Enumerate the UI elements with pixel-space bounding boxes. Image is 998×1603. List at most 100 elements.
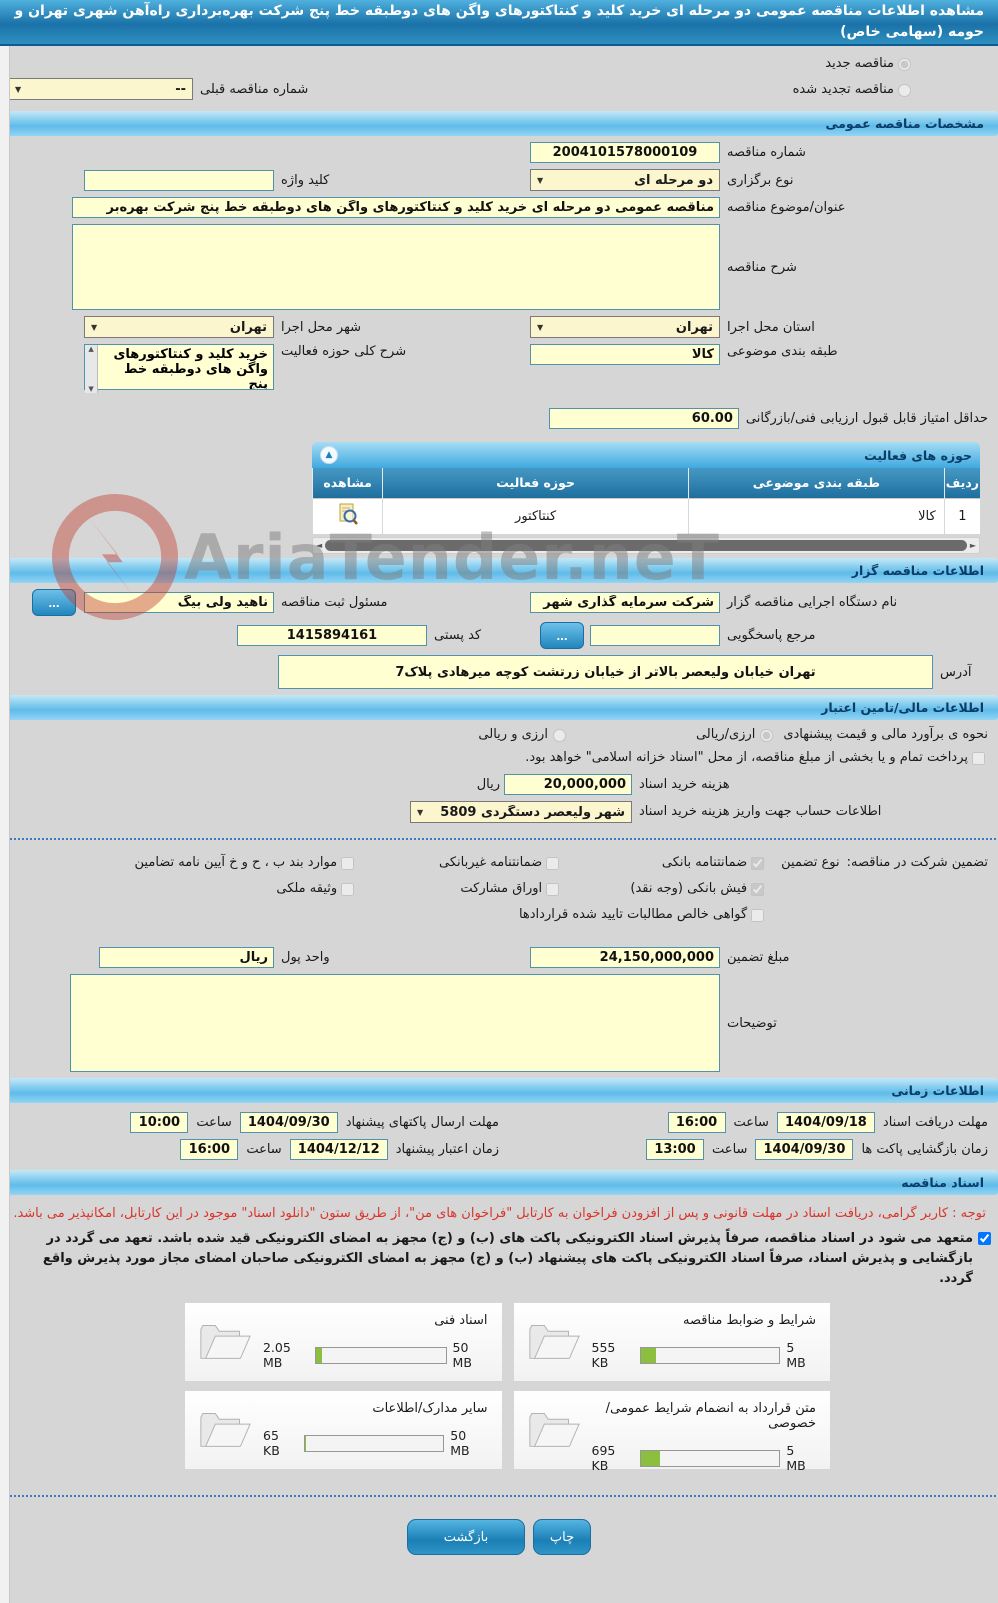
file-card-other[interactable]: سایر مدارک/اطلاعات 65 KB 50 MB	[185, 1391, 502, 1469]
min-score-field[interactable]	[548, 408, 739, 429]
category-label: طبقه بندی موضوعی	[727, 344, 838, 359]
chevron-down-icon: ▼	[417, 807, 424, 817]
file-card-technical[interactable]: اسناد فنی 2.05 MB 50 MB	[185, 1303, 502, 1381]
prev-tender-number-select[interactable]: -- ▼	[8, 78, 193, 100]
file-card-terms[interactable]: شرایط و ضوابط مناقصه 555 KB 5 MB	[513, 1303, 830, 1381]
renewed-tender-label: مناقصه تجدید شده	[792, 81, 894, 97]
renewed-tender-radio[interactable]	[898, 84, 911, 97]
estimate-rial-radio[interactable]	[760, 729, 774, 742]
page-title: مشاهده اطلاعات مناقصه عمومی دو مرحله ای …	[0, 0, 998, 46]
table-horizontal-scrollbar[interactable]: ► ◄	[312, 537, 980, 554]
keyword-label: کلید واژه	[281, 172, 330, 188]
guarantee-bylaw-checkbox[interactable]	[341, 857, 355, 870]
print-button[interactable]: چاپ	[533, 1519, 591, 1555]
file-progress-bar	[639, 1346, 781, 1364]
col-row-no: ردیف	[943, 468, 980, 498]
province-select[interactable]: تهران ▼	[530, 316, 720, 338]
activity-table-title: حوزه های فعالیت	[864, 447, 972, 463]
activity-desc-scrollbar[interactable]: ▲ ▼	[85, 345, 98, 393]
subject-field[interactable]	[72, 197, 720, 218]
file-label: اسناد فنی	[434, 1313, 488, 1328]
guarantee-bank-checkbox[interactable]	[751, 857, 765, 870]
city-select[interactable]: تهران ▼	[84, 316, 274, 338]
file-progress-bar	[303, 1434, 445, 1452]
treasury-checkbox[interactable]	[972, 751, 985, 765]
estimate-both-radio[interactable]	[552, 729, 566, 742]
contact-more-button[interactable]: ...	[540, 622, 584, 649]
scroll-up-icon[interactable]: ▲	[88, 345, 94, 353]
schedule-time-field[interactable]	[130, 1112, 189, 1133]
commitment-checkbox[interactable]	[978, 1232, 991, 1245]
address-field[interactable]	[278, 655, 933, 689]
file-progress-bar	[314, 1346, 447, 1364]
keyword-field[interactable]	[84, 169, 274, 191]
agency-field[interactable]	[530, 592, 720, 613]
schedule-date-field[interactable]	[776, 1112, 875, 1133]
hour-label: ساعت	[712, 1142, 748, 1157]
account-select[interactable]: شهر ولیعصر دستگردی 5809 ▼	[410, 801, 632, 823]
scrollbar-thumb[interactable]	[325, 540, 967, 551]
file-progress-fill	[640, 1450, 661, 1466]
section-financial-info: اطلاعات مالی/تامین اعتبار	[0, 695, 998, 720]
description-label: شرح مناقصه	[727, 259, 797, 275]
schedule-time-field[interactable]	[667, 1112, 726, 1133]
activity-desc-field[interactable]: خرید کلید و کنتاکتورهای واگن های دوطبقه …	[84, 344, 274, 390]
guarantee-nonbank-checkbox[interactable]	[546, 857, 560, 870]
view-magnifier-icon	[339, 503, 358, 526]
file-card-contract[interactable]: متن قرارداد به انضمام شرایط عمومی/خصوصی …	[513, 1391, 830, 1473]
table-row: 1 کالا کنتاکتور	[311, 497, 980, 534]
category-field[interactable]	[530, 344, 720, 365]
file-size: 2.05 MB	[262, 1340, 291, 1370]
hour-label: ساعت	[733, 1115, 769, 1130]
postal-code-field[interactable]	[237, 625, 427, 646]
contact-field[interactable]	[590, 625, 720, 646]
collapse-panel-button[interactable]: ▲	[320, 446, 338, 464]
documents-notice: توجه : کاربر گرامی، دریافت اسناد در مهلت…	[13, 1206, 986, 1221]
section-general-specs: مشخصات مناقصه عمومی	[0, 111, 998, 136]
scroll-down-icon[interactable]: ▼	[88, 385, 94, 393]
schedule-item: زمان بازگشایی پاکت ها ساعت	[499, 1139, 988, 1160]
hour-label: ساعت	[246, 1142, 282, 1157]
guarantee-cash-checkbox[interactable]	[751, 883, 765, 896]
schedule-time-field[interactable]	[180, 1139, 239, 1160]
registrar-more-button[interactable]: ...	[32, 589, 76, 616]
contact-label: مرجع پاسخگویی	[727, 628, 816, 643]
schedule-grid: مهلت دریافت اسناد ساعت مهلت ارسال پاکتها…	[0, 1106, 998, 1162]
registrar-field[interactable]	[84, 592, 274, 613]
schedule-date-field[interactable]	[755, 1139, 854, 1160]
guarantee-bank-label: ضمانتنامه بانکی	[661, 855, 748, 870]
guarantee-bonds-checkbox[interactable]	[546, 883, 560, 896]
activity-desc-label: شرح کلی حوزه فعالیت	[281, 344, 407, 359]
guarantee-estate-checkbox[interactable]	[341, 883, 355, 896]
file-progress-bar	[639, 1449, 781, 1467]
scroll-right-icon[interactable]: ►	[969, 541, 976, 550]
guarantee-claims-checkbox[interactable]	[751, 909, 765, 922]
doc-fee-field[interactable]	[504, 774, 632, 795]
schedule-time-field[interactable]	[646, 1139, 705, 1160]
file-progress-fill	[640, 1347, 657, 1363]
tender-type-area: مناقصه جدید مناقصه تجدید شده شماره مناقص…	[0, 46, 998, 108]
file-progress-fill	[304, 1435, 307, 1451]
schedule-date-field[interactable]	[289, 1139, 388, 1160]
back-button[interactable]: بازگشت	[407, 1519, 525, 1555]
new-tender-radio[interactable]	[898, 58, 911, 71]
folder-icon	[528, 1413, 580, 1447]
guarantee-nonbank-label: ضمانتنامه غیربانکی	[439, 855, 543, 870]
view-row-button[interactable]	[311, 497, 383, 534]
guarantee-amount-field[interactable]	[530, 947, 720, 968]
file-max-size: 50 MB	[450, 1428, 470, 1458]
tender-number-field[interactable]	[530, 142, 720, 163]
description-field[interactable]	[72, 224, 720, 310]
schedule-date-field[interactable]	[239, 1112, 338, 1133]
activity-table: ردیف طبقه بندی موضوعی حوزه فعالیت مشاهده…	[311, 468, 980, 534]
province-value: تهران	[675, 319, 713, 335]
currency-field[interactable]	[99, 947, 274, 968]
activity-areas-panel: حوزه های فعالیت ▲ ردیف طبقه بندی موضوعی …	[311, 442, 980, 554]
holding-type-select[interactable]: دو مرحله ای ▼	[530, 169, 720, 191]
notes-label: توضیحات	[727, 1015, 777, 1031]
notes-field[interactable]	[70, 974, 720, 1072]
scroll-left-icon[interactable]: ◄	[316, 541, 323, 550]
document-files: شرایط و ضوابط مناقصه 555 KB 5 MB اسناد ف…	[185, 1303, 830, 1473]
tender-number-label: شماره مناقصه	[727, 145, 806, 160]
schedule-label: زمان اعتبار پیشنهاد	[395, 1142, 499, 1157]
